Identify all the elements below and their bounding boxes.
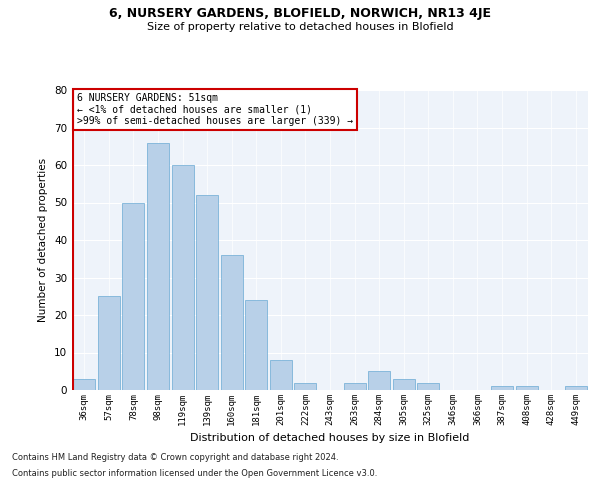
Bar bbox=[73, 379, 95, 390]
Text: 6 NURSERY GARDENS: 51sqm
← <1% of detached houses are smaller (1)
>99% of semi-d: 6 NURSERY GARDENS: 51sqm ← <1% of detach… bbox=[77, 93, 353, 126]
Bar bbox=[344, 382, 365, 390]
Bar bbox=[295, 382, 316, 390]
Bar bbox=[147, 142, 169, 390]
Bar bbox=[515, 386, 538, 390]
Bar bbox=[491, 386, 513, 390]
Text: Contains public sector information licensed under the Open Government Licence v3: Contains public sector information licen… bbox=[12, 468, 377, 477]
Bar bbox=[172, 165, 194, 390]
Text: Size of property relative to detached houses in Blofield: Size of property relative to detached ho… bbox=[146, 22, 454, 32]
Bar bbox=[221, 255, 243, 390]
Text: Contains HM Land Registry data © Crown copyright and database right 2024.: Contains HM Land Registry data © Crown c… bbox=[12, 454, 338, 462]
Bar bbox=[270, 360, 292, 390]
Bar bbox=[565, 386, 587, 390]
Bar bbox=[196, 195, 218, 390]
X-axis label: Distribution of detached houses by size in Blofield: Distribution of detached houses by size … bbox=[190, 434, 470, 444]
Bar bbox=[98, 296, 120, 390]
Bar bbox=[368, 371, 390, 390]
Bar bbox=[417, 382, 439, 390]
Bar bbox=[245, 300, 268, 390]
Text: 6, NURSERY GARDENS, BLOFIELD, NORWICH, NR13 4JE: 6, NURSERY GARDENS, BLOFIELD, NORWICH, N… bbox=[109, 8, 491, 20]
Y-axis label: Number of detached properties: Number of detached properties bbox=[38, 158, 49, 322]
Bar bbox=[122, 202, 145, 390]
Bar bbox=[392, 379, 415, 390]
